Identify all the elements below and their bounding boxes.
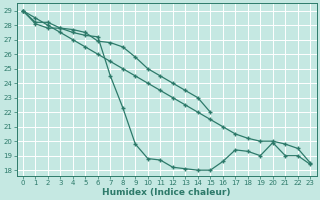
X-axis label: Humidex (Indice chaleur): Humidex (Indice chaleur)	[102, 188, 231, 197]
